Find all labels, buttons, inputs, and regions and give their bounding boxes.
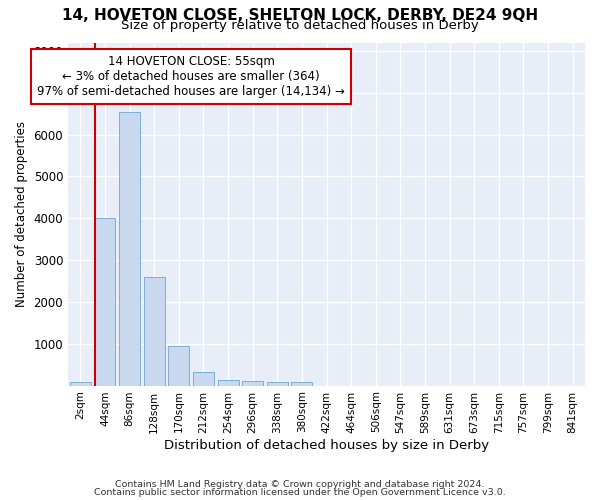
Text: 14, HOVETON CLOSE, SHELTON LOCK, DERBY, DE24 9QH: 14, HOVETON CLOSE, SHELTON LOCK, DERBY, … [62,8,538,22]
Text: Contains public sector information licensed under the Open Government Licence v3: Contains public sector information licen… [94,488,506,497]
Text: Size of property relative to detached houses in Derby: Size of property relative to detached ho… [121,18,479,32]
Bar [218,380,239,386]
Bar [144,277,164,386]
Text: 14 HOVETON CLOSE: 55sqm
← 3% of detached houses are smaller (364)
97% of semi-de: 14 HOVETON CLOSE: 55sqm ← 3% of detached… [37,55,345,98]
Bar [169,346,189,386]
Y-axis label: Number of detached properties: Number of detached properties [15,121,28,307]
Text: Contains HM Land Registry data © Crown copyright and database right 2024.: Contains HM Land Registry data © Crown c… [115,480,485,489]
Bar [70,382,91,386]
Bar [292,382,313,386]
Bar [119,112,140,386]
Bar [242,382,263,386]
Bar [95,218,115,386]
Bar [193,372,214,386]
Bar [267,382,288,386]
X-axis label: Distribution of detached houses by size in Derby: Distribution of detached houses by size … [164,440,489,452]
